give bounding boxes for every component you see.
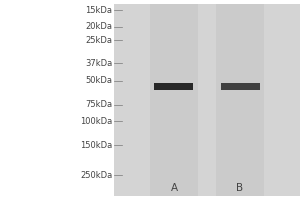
Text: 100kDa: 100kDa <box>80 117 112 126</box>
Text: 37kDa: 37kDa <box>85 59 112 68</box>
Text: 75kDa: 75kDa <box>85 100 112 109</box>
Text: 150kDa: 150kDa <box>80 141 112 150</box>
Text: B: B <box>236 183 244 193</box>
Text: 250kDa: 250kDa <box>80 171 112 180</box>
Text: 20kDa: 20kDa <box>85 22 112 31</box>
Text: A: A <box>170 183 178 193</box>
Text: 50kDa: 50kDa <box>85 76 112 85</box>
Text: 15kDa: 15kDa <box>85 6 112 15</box>
Text: 25kDa: 25kDa <box>85 36 112 45</box>
